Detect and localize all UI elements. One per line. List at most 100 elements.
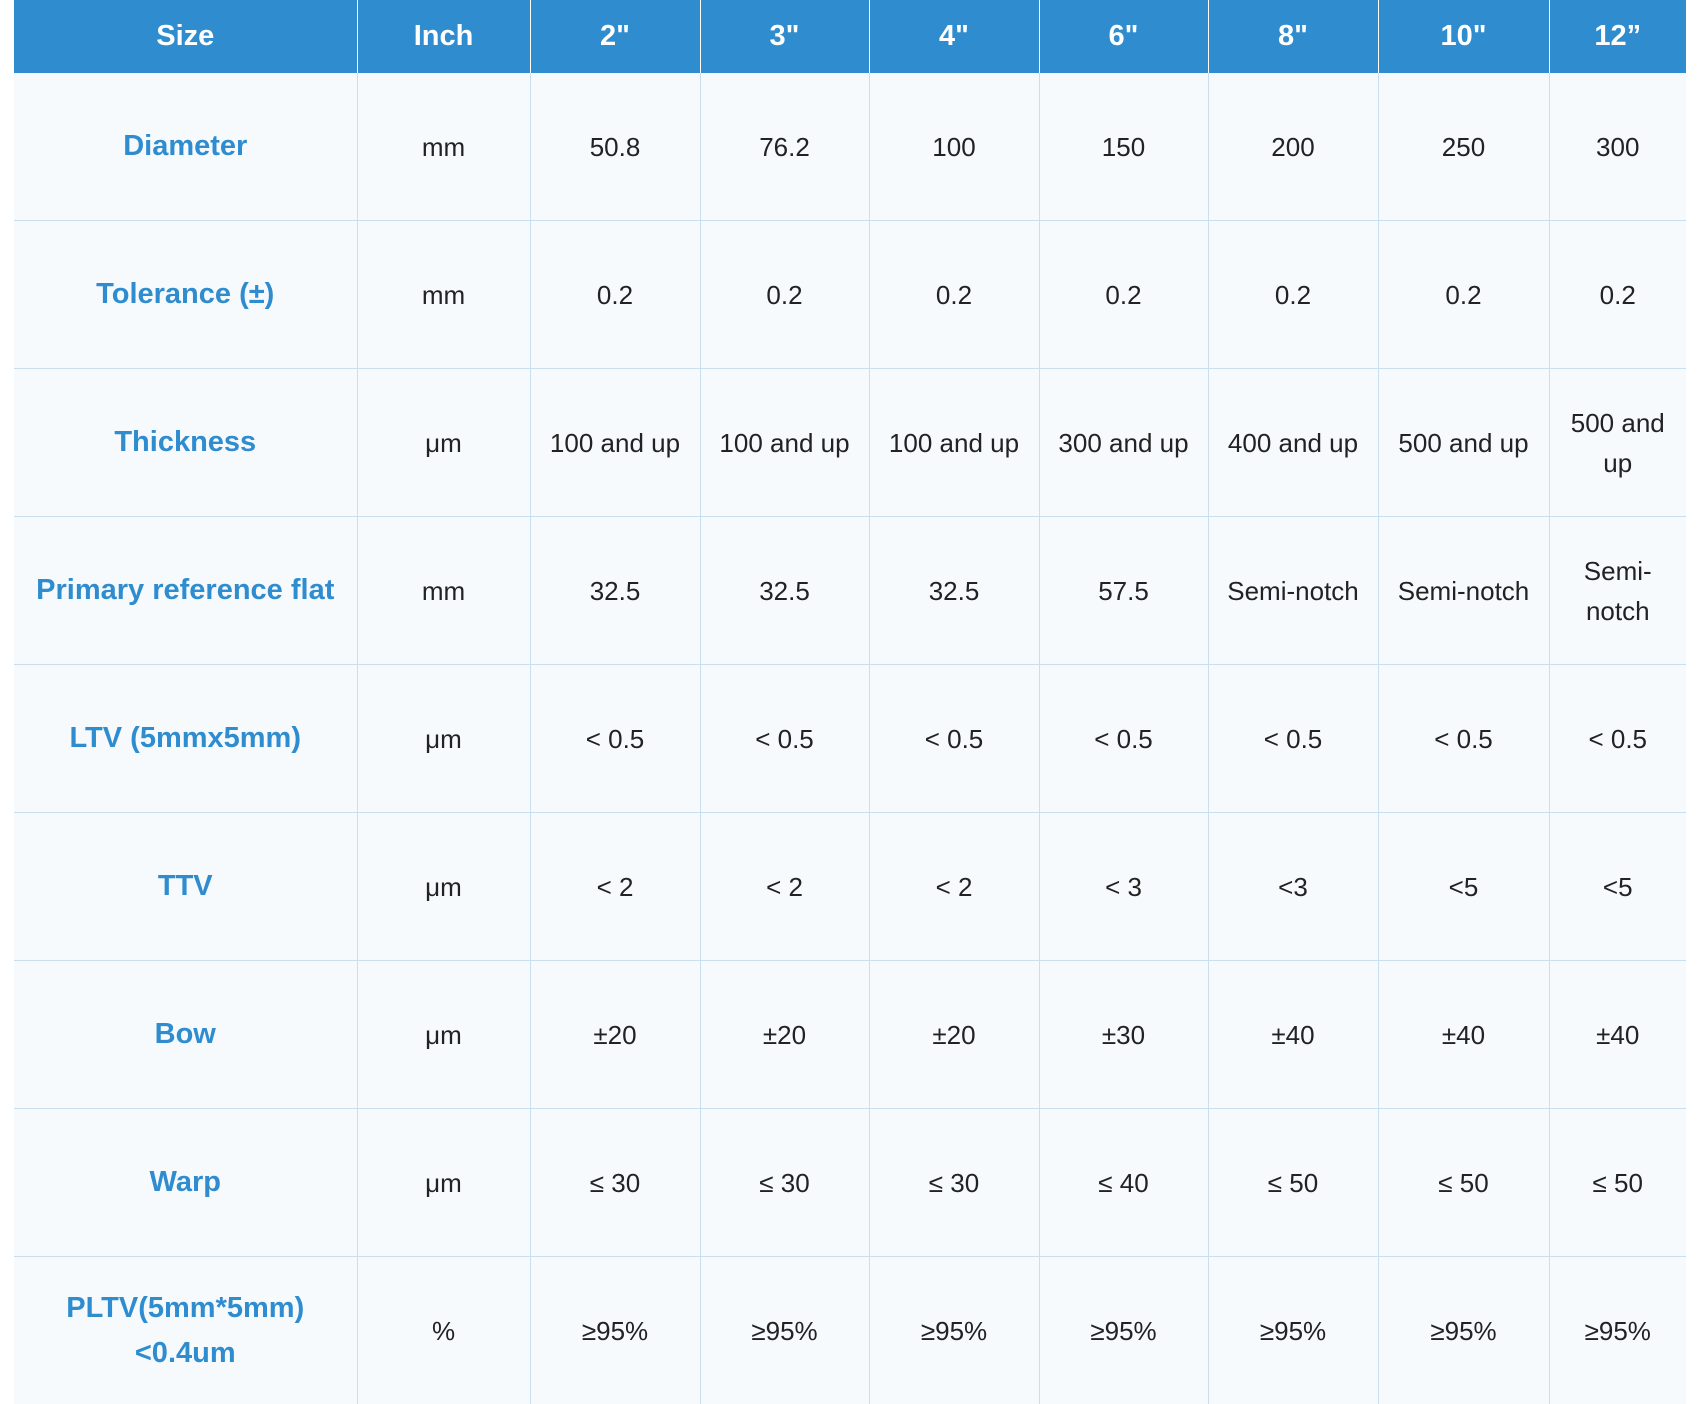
row-parameter-label: Primary reference flat — [14, 516, 357, 665]
row-parameter-label: Diameter — [14, 73, 357, 221]
table-row: Thickness μm 100 and up 100 and up 100 and u… — [14, 368, 1686, 517]
table-cell: Semi-notch — [1207, 516, 1378, 665]
table-row: Primary reference flat mm 32.5 32.5 32.5 57.5… — [14, 516, 1686, 665]
row-unit: μm — [356, 664, 530, 813]
table-cell: ≥95% — [1038, 1256, 1208, 1404]
table-cell: < 2 — [699, 812, 869, 961]
table-cell: 300 and up — [1038, 368, 1208, 517]
table-cell: 300 — [1548, 73, 1686, 221]
table-cell: ≥95% — [699, 1256, 869, 1404]
table-cell: 400 and up — [1207, 368, 1378, 517]
table-cell: < 0.5 — [1207, 664, 1378, 813]
header-row: Size Inch 2" 3" 4" 6" 8" 10" 12” — [14, 0, 1686, 73]
table-cell: 250 — [1377, 73, 1549, 221]
row-parameter-label: Thickness — [14, 368, 357, 517]
table-cell: < 2 — [868, 812, 1039, 961]
table-cell: < 0.5 — [1548, 664, 1686, 813]
table-row: Diameter mm 50.8 76.2 100 150 200 250 300 — [14, 73, 1686, 221]
table-cell: 0.2 — [529, 220, 700, 369]
header-inch: Inch — [356, 0, 530, 73]
table-cell: ≤ 30 — [529, 1108, 700, 1257]
header-8-inch: 8" — [1207, 0, 1378, 73]
table-row: Tolerance (±) mm 0.2 0.2 0.2 0.2 0.2 0.2 0.2 — [14, 220, 1686, 369]
table-cell: 0.2 — [1038, 220, 1208, 369]
table-cell: 57.5 — [1038, 516, 1208, 665]
table-cell: ±20 — [699, 960, 869, 1109]
table-cell: < 0.5 — [1377, 664, 1549, 813]
row-unit: μm — [356, 368, 530, 517]
row-unit: μm — [356, 960, 530, 1109]
table-cell: 500 and up — [1548, 368, 1686, 517]
table-cell: 0.2 — [868, 220, 1039, 369]
table-row: TTV μm < 2 < 2 < 2 < 3 <3 <5 <5 — [14, 812, 1686, 961]
table-row: LTV (5mmx5mm) μm < 0.5 < 0.5 < 0.5 < 0.5 < 0.5… — [14, 664, 1686, 813]
table-cell: 76.2 — [699, 73, 869, 221]
table-cell: 0.2 — [1207, 220, 1378, 369]
table-row: PLTV(5mm*5mm) <0.4um% ≥95% ≥95% ≥95% ≥95% ≥95… — [14, 1256, 1686, 1404]
table-cell: ≥95% — [868, 1256, 1039, 1404]
row-unit: μm — [356, 812, 530, 961]
table-cell: 0.2 — [1377, 220, 1549, 369]
row-unit: % — [356, 1256, 530, 1404]
table-cell: ≤ 50 — [1548, 1108, 1686, 1257]
row-parameter-label: PLTV(5mm*5mm) <0.4um — [14, 1256, 357, 1404]
table-cell: ±40 — [1377, 960, 1549, 1109]
table-cell: ±40 — [1548, 960, 1686, 1109]
table-cell: ≥95% — [1377, 1256, 1549, 1404]
table-cell: 100 and up — [529, 368, 700, 517]
table-cell: ≤ 30 — [699, 1108, 869, 1257]
table-cell: < 3 — [1038, 812, 1208, 961]
table-cell: 32.5 — [529, 516, 700, 665]
row-parameter-label: LTV (5mmx5mm) — [14, 664, 357, 813]
wafer-spec-table: Size Inch 2" 3" 4" 6" 8" 10" 12” Diamete… — [14, 0, 1686, 1404]
header-10-inch: 10" — [1377, 0, 1549, 73]
table-cell: ≤ 30 — [868, 1108, 1039, 1257]
header-4-inch: 4" — [868, 0, 1039, 73]
table-cell: <5 — [1548, 812, 1686, 961]
table-body: Diameter mm 50.8 76.2 100 150 200 250 300 Toleran… — [14, 73, 1686, 1404]
table-cell: 100 — [868, 73, 1039, 221]
table-cell: ≤ 40 — [1038, 1108, 1208, 1257]
table-cell: ≤ 50 — [1377, 1108, 1549, 1257]
header-12-inch: 12” — [1548, 0, 1686, 73]
row-parameter-label: Tolerance (±) — [14, 220, 357, 369]
table-cell: 100 and up — [868, 368, 1039, 517]
table-cell: < 2 — [529, 812, 700, 961]
table-cell: 50.8 — [529, 73, 700, 221]
table-cell: ±20 — [868, 960, 1039, 1109]
row-unit: mm — [356, 516, 530, 665]
table-cell: ±20 — [529, 960, 700, 1109]
table-cell: < 0.5 — [699, 664, 869, 813]
table-cell: Semi-notch — [1377, 516, 1549, 665]
table-cell: ≤ 50 — [1207, 1108, 1378, 1257]
table-row: Bow μm ±20 ±20 ±20 ±30 ±40 ±40 ±40 — [14, 960, 1686, 1109]
table-cell: ±40 — [1207, 960, 1378, 1109]
row-parameter-label: Bow — [14, 960, 357, 1109]
row-unit: mm — [356, 220, 530, 369]
header-3-inch: 3" — [699, 0, 869, 73]
table-cell: Semi-notch — [1548, 516, 1686, 665]
row-unit: μm — [356, 1108, 530, 1257]
table-cell: < 0.5 — [1038, 664, 1208, 813]
row-parameter-label: Warp — [14, 1108, 357, 1257]
header-size: Size — [14, 0, 357, 73]
table-cell: ≥95% — [1207, 1256, 1378, 1404]
table-cell: < 0.5 — [868, 664, 1039, 813]
table-cell: <3 — [1207, 812, 1378, 961]
row-unit: mm — [356, 73, 530, 221]
table-cell: ≥95% — [529, 1256, 700, 1404]
table-cell: 0.2 — [1548, 220, 1686, 369]
table-cell: 32.5 — [699, 516, 869, 665]
header-2-inch: 2" — [529, 0, 700, 73]
table-cell: ≥95% — [1548, 1256, 1686, 1404]
table-cell: 32.5 — [868, 516, 1039, 665]
table-cell: 500 and up — [1377, 368, 1549, 517]
table-cell: ±30 — [1038, 960, 1208, 1109]
table-cell: 100 and up — [699, 368, 869, 517]
table-row: Warp μm ≤ 30 ≤ 30 ≤ 30 ≤ 40 ≤ 50 ≤ 50 ≤ 50 — [14, 1108, 1686, 1257]
table-cell: <5 — [1377, 812, 1549, 961]
table-cell: 200 — [1207, 73, 1378, 221]
table-cell: 0.2 — [699, 220, 869, 369]
header-6-inch: 6" — [1038, 0, 1208, 73]
table-cell: 150 — [1038, 73, 1208, 221]
